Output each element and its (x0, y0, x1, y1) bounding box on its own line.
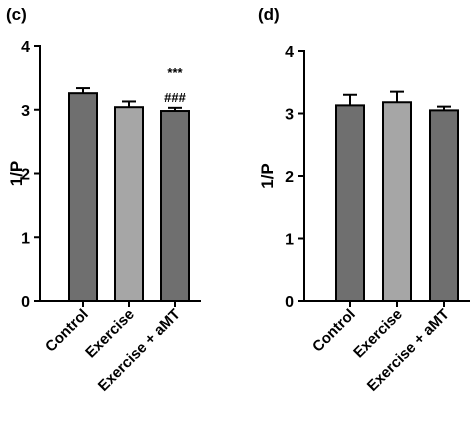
y-tick-label: 4 (21, 39, 30, 56)
bar-2 (382, 101, 412, 302)
bar-2 (114, 106, 144, 302)
y-tick-label: 2 (285, 169, 294, 186)
y-tick-label: 4 (285, 44, 294, 61)
y-tick-label: 2 (21, 167, 30, 184)
x-tick-label: Exercise + aMT (364, 306, 453, 395)
panel-label: (c) (6, 5, 27, 24)
y-axis-label: 1/P (7, 161, 26, 187)
x-tick-label: Exercise + aMT (95, 306, 184, 395)
y-tick-label: 3 (21, 103, 30, 120)
panel-label: (d) (258, 5, 280, 24)
bar-1 (68, 92, 98, 302)
significance-marker: *** (167, 65, 183, 80)
y-tick-label: 1 (285, 232, 294, 249)
bar-3 (160, 110, 190, 303)
bar-1 (335, 104, 365, 302)
y-axis-label: 1/P (258, 163, 277, 189)
y-tick-label: 0 (285, 294, 294, 311)
y-tick-label: 1 (21, 230, 30, 247)
y-tick-label: 0 (21, 294, 30, 311)
y-tick-label: 3 (285, 107, 294, 124)
bar-3 (429, 109, 459, 302)
significance-marker: ### (164, 90, 186, 105)
